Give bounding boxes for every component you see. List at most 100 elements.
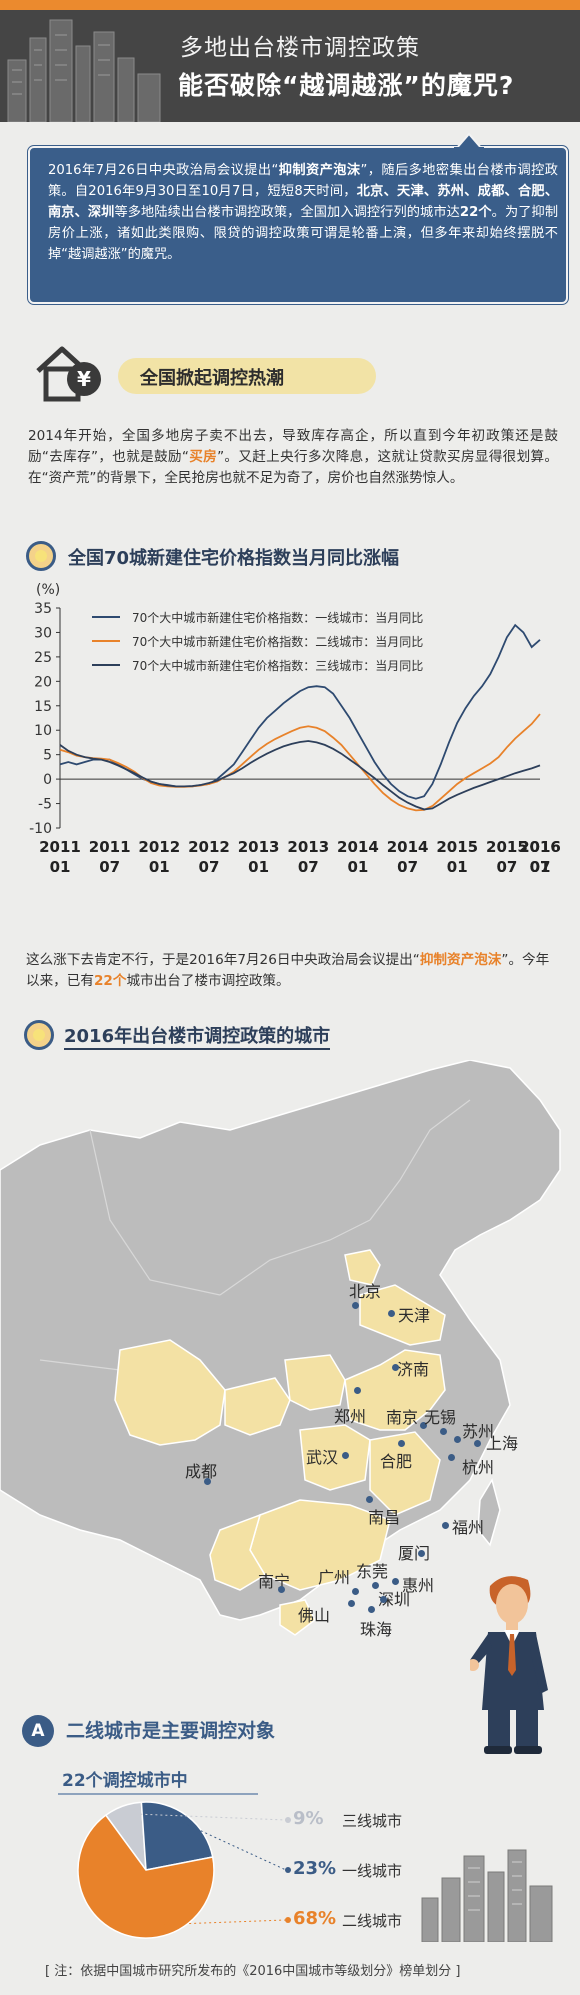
- city-label-12: 合肥: [380, 1452, 413, 1471]
- city-dot-15: [418, 1550, 425, 1557]
- city-dot-14: [442, 1522, 449, 1529]
- house-yen-icon: ¥: [36, 346, 101, 402]
- section1-title-pill: 全国掀起调控热潮: [118, 358, 376, 394]
- city-label-14: 福州: [452, 1518, 485, 1537]
- line-chart: (%) -10 -5 0 5 10 15 20 25 30 35 2011 01 2011 07 2012 01…: [29, 582, 561, 876]
- city-label-17: 广州: [318, 1568, 351, 1587]
- subtitle-divider: [58, 1793, 258, 1795]
- chart-bullet-icon: [26, 541, 56, 571]
- city-label-11: 武汉: [306, 1448, 339, 1467]
- x-tick-label-year: 2012: [138, 838, 180, 856]
- section3-subtitle: 22个调控城市中: [62, 1771, 188, 1791]
- city-label-15: 厦门: [398, 1544, 431, 1563]
- china-map: [0, 1060, 561, 1636]
- city-label-10: 成都: [185, 1462, 218, 1481]
- city-label-4: 郑州: [334, 1407, 367, 1426]
- y-tick-label: 15: [34, 699, 52, 715]
- x-tick-label-year: 2013: [238, 838, 280, 856]
- series-line-2: [59, 713, 541, 812]
- y-tick-label: 35: [34, 601, 52, 617]
- legend-label-1: 70个大中城市新建住宅价格指数：一线城市：当月同比: [132, 610, 423, 625]
- pie-chart: [77, 1801, 291, 1939]
- city-dot-12: [398, 1440, 405, 1447]
- city-label-3: 济南: [397, 1360, 430, 1379]
- x-tick-label-month: 07: [530, 858, 551, 876]
- city-label-7: 苏州: [462, 1422, 495, 1441]
- x-tick-label-year: 2012: [188, 838, 230, 856]
- section1-title: 全国掀起调控热潮: [140, 368, 284, 389]
- city-dot-16: [278, 1586, 285, 1593]
- x-tick-label-month: 07: [397, 858, 418, 876]
- section3-badge: A: [22, 1715, 54, 1747]
- city-label-16: 南宁: [258, 1572, 291, 1591]
- city-dot-2: [388, 1310, 395, 1317]
- header-title-line1: 多地出台楼市调控政策: [180, 35, 420, 61]
- city-dot-6: [440, 1428, 447, 1435]
- city-label-18: 东莞: [356, 1562, 389, 1581]
- city-label-6: 无锡: [424, 1408, 457, 1427]
- city-dot-4: [354, 1387, 361, 1394]
- skyline-illustration: [7, 19, 161, 122]
- city-dot-7: [454, 1436, 461, 1443]
- x-tick-label-month: 01: [447, 858, 468, 876]
- section1-paragraph: 2014年开始，全国多地房子卖不出去，导致库存高企，所以直到今年初政策还是鼓励“…: [28, 428, 559, 486]
- speech-notch: [454, 132, 484, 150]
- city-dot-9: [448, 1454, 455, 1461]
- x-tick-label-month: 01: [149, 858, 170, 876]
- series-line-3: [59, 740, 541, 811]
- pie-slice-3: [77, 1814, 215, 1939]
- city-dot-8: [474, 1440, 481, 1447]
- city-label-22: 珠海: [360, 1620, 393, 1639]
- pie-category-2: 一线城市: [342, 1862, 403, 1880]
- city-dot-22: [368, 1606, 375, 1613]
- city-label-9: 杭州: [462, 1458, 495, 1477]
- x-tick-label-year: 2014: [337, 838, 379, 856]
- city-label-21: 佛山: [298, 1606, 331, 1625]
- city-label-5: 南京: [386, 1408, 419, 1427]
- x-tick-label-year: 2013: [287, 838, 329, 856]
- pie-leader-dot-2: [285, 1867, 291, 1873]
- city-dot-17: [352, 1588, 359, 1595]
- x-tick-label-month: 07: [199, 858, 220, 876]
- header-banner: 多地出台楼市调控政策 能否破除“越调越涨”的魔咒?: [0, 10, 580, 122]
- city-label-20: 深圳: [378, 1590, 411, 1609]
- series-line-1: [59, 623, 541, 800]
- x-tick-label-month: 07: [99, 858, 120, 876]
- pie-category-3: 二线城市: [342, 1912, 403, 1930]
- pie-leader-3: [124, 1919, 287, 1927]
- city-dot-3: [392, 1364, 399, 1371]
- city-label-1: 北京: [349, 1282, 382, 1301]
- x-tick-label-month: 07: [298, 858, 319, 876]
- city-dot-20: [380, 1596, 387, 1603]
- chart-section-title: 全国70城新建住宅价格指数当月同比涨幅: [68, 548, 400, 569]
- pie-leader-dot-1: [285, 1817, 291, 1823]
- city-dot-11: [342, 1452, 349, 1459]
- intro-box: 2016年7月26日中央政治局会议提出“抑制资产泡沫”，随后多地密集出台楼市调控…: [27, 132, 569, 305]
- x-tick-label-month: 01: [50, 858, 71, 876]
- city-dot-1: [352, 1302, 359, 1309]
- intro-text: 2016年7月26日中央政治局会议提出“抑制资产泡沫”，随后多地密集出台楼市调控…: [48, 163, 559, 262]
- y-tick-label: -5: [38, 797, 52, 813]
- x-tick-label-year: 2015: [486, 838, 528, 856]
- x-tick-label-month: 01: [347, 858, 368, 876]
- y-tick-label: -10: [29, 821, 52, 837]
- x-tick-label-year: 2011: [39, 838, 81, 856]
- x-tick-label-year: 2016: [519, 838, 561, 856]
- businessman-illustration: [470, 1576, 548, 1754]
- pie-leader-2: [182, 1821, 287, 1871]
- y-tick-label: 20: [34, 674, 52, 690]
- pie-leader-dot-3: [285, 1917, 291, 1923]
- section3-title: 二线城市是主要调控对象: [66, 1720, 276, 1742]
- legend-label-2: 70个大中城市新建住宅价格指数：二线城市：当月同比: [132, 634, 423, 649]
- y-tick-label: 0: [43, 772, 52, 788]
- paragraph-2: 这么涨下去肯定不行，于是2016年7月26日中央政治局会议提出“抑制资产泡沫”。…: [26, 952, 550, 989]
- city-label-13: 南昌: [368, 1508, 401, 1527]
- pie-leader-1: [125, 1813, 287, 1821]
- legend-label-3: 70个大中城市新建住宅价格指数：三线城市：当月同比: [132, 658, 423, 673]
- x-tick-label-year: 2014: [387, 838, 429, 856]
- x-tick-label-month: 07: [496, 858, 517, 876]
- pie-percent-2: 23%: [293, 1858, 337, 1879]
- x-tick-label-year: 2016: [519, 838, 561, 856]
- pie-slice-2: [140, 1801, 214, 1871]
- y-tick-label: 5: [43, 748, 52, 764]
